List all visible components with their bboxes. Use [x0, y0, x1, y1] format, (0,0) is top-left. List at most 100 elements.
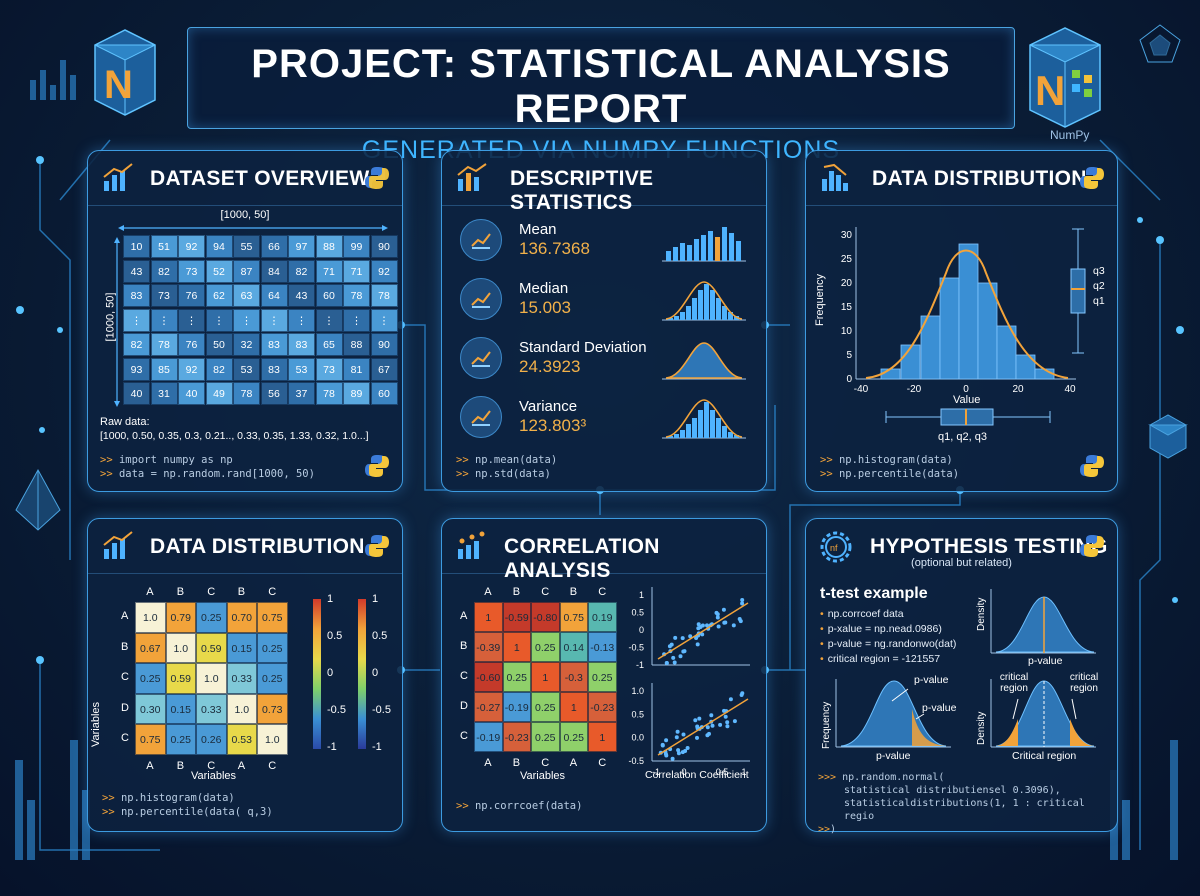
histogram-ylabel: Frequency — [814, 274, 826, 326]
heatmap-cell: 0.25 — [257, 632, 288, 663]
python-icon — [365, 535, 389, 557]
row-label: C — [460, 730, 468, 742]
column-label: A — [146, 586, 154, 598]
heatmap-cell: 0.79 — [165, 602, 196, 633]
code-block: >> np.corrcoef(data) — [456, 800, 583, 812]
grid-cell: ⋮ — [178, 308, 205, 332]
scatter-point — [675, 729, 680, 734]
raw-data-label: Raw data: — [100, 416, 150, 428]
grid-cell: 78 — [343, 284, 370, 307]
colorbar-tick: 1 — [327, 593, 334, 605]
pvalue-xlabel: p-value — [1028, 655, 1063, 667]
colorbar-tick: -0.5 — [327, 704, 346, 716]
density-plot-top — [990, 589, 1096, 654]
scatter-point — [696, 622, 701, 627]
scatter-point — [700, 632, 705, 637]
grid-cell: 88 — [343, 333, 370, 356]
heatmap-ylabel: Variables — [90, 701, 102, 747]
code-line: np.percentile(data( q,3) — [120, 806, 273, 818]
bullet-item: p-value = ng.randonwo(dat) — [820, 637, 957, 652]
y-tick-label: 0.5 — [631, 608, 644, 618]
heatmap-cell: -0.13 — [588, 632, 617, 662]
y-tick-label: -0.5 — [628, 643, 644, 653]
heatmap-cell: 0.15 — [226, 632, 257, 663]
code-line: np.corrcoef(data) — [474, 800, 583, 812]
row-label: B — [460, 640, 468, 652]
scatter-point — [731, 623, 736, 628]
grid-cell: 52 — [205, 259, 233, 283]
scatter-point — [693, 718, 698, 723]
bar-chart-icon — [103, 531, 133, 559]
scatter-chart-icon — [458, 531, 485, 559]
scatter-point — [725, 720, 730, 725]
heatmap-cell: 1.0 — [196, 663, 227, 694]
mini-distribution-chart — [662, 399, 746, 439]
scatter-point — [709, 713, 714, 718]
bar-chart-icon — [457, 163, 487, 191]
grid-cell: ⋮ — [260, 308, 288, 332]
hbox-label: q1, q2, q3 — [938, 431, 987, 443]
svg-text:0: 0 — [963, 384, 969, 395]
heatmap-cell: 0.75 — [559, 602, 588, 632]
column-label: C — [541, 586, 550, 598]
mini-distribution-chart — [662, 227, 746, 262]
grid-cell: 94 — [205, 235, 233, 258]
code-block: >> np.mean(data) >> np.std(data) — [456, 454, 558, 480]
grid-cell: 10 — [123, 235, 150, 258]
row-label: B — [121, 640, 129, 653]
histogram-chart: 30 25 20 15 10 5 0 -40 -20 0 20 40 — [841, 227, 1086, 426]
quartile-labels: q3 q2 q1 — [1093, 264, 1105, 309]
grid-cell: 78 — [315, 382, 343, 405]
grid-cell: 63 — [233, 284, 260, 307]
heatmap-cell: 0.70 — [226, 602, 257, 633]
grid-cell: 56 — [260, 382, 288, 405]
heatmap-cell: 1 — [559, 692, 588, 722]
scatter-point — [685, 746, 690, 750]
column-label: A — [484, 757, 492, 769]
column-label: A — [484, 586, 492, 598]
scatter-point — [680, 636, 685, 641]
colorbar-tick: 0.5 — [372, 630, 388, 642]
grid-cell: 81 — [343, 357, 370, 381]
heatmap-cell: 0.25 — [502, 662, 531, 692]
colorbar — [358, 599, 366, 749]
code-block: >> np.histogram(data) >> np.percentile(d… — [820, 454, 960, 480]
grid-cell: 76 — [178, 333, 205, 356]
scatter-point — [705, 623, 709, 628]
grid-cell: 31 — [150, 382, 178, 405]
scatter-point — [728, 697, 733, 702]
column-label: A — [237, 759, 246, 772]
scatter-plots: 1 0.5 0 -0.5 -1 1.0 0.5 0.0 -0.5 -1 0 0.5 1 — [628, 587, 750, 777]
heatmap-cell: 0.67 — [135, 632, 166, 663]
gear-icon: nf — [820, 531, 852, 563]
python-icon — [365, 455, 389, 477]
grid-cell: 73 — [315, 357, 343, 381]
python-icon — [365, 167, 389, 189]
scatter-xlabel: Correlation Coefficient — [645, 769, 749, 781]
colorbar-tick: -0.5 — [372, 704, 391, 716]
x-tick-label: 0.5 — [716, 767, 729, 777]
grid-cell: 37 — [288, 382, 315, 405]
stat-value: 123.803³ — [519, 416, 587, 435]
histogram-xlabel: Value — [953, 394, 981, 406]
heatmap-cell: 0.14 — [559, 632, 588, 662]
code-block: >>> np.random.normal( statistical distri… — [818, 771, 1117, 836]
grid-cell: 84 — [260, 259, 288, 283]
scatter-point — [737, 617, 742, 621]
svg-text:nf: nf — [830, 543, 838, 553]
critical-region-xlabel: Critical region — [1012, 750, 1077, 762]
scatter-point — [664, 661, 669, 665]
grid-cell: 82 — [150, 259, 178, 283]
grid-cell: 32 — [233, 333, 260, 356]
code-line: import numpy as np — [118, 454, 233, 466]
heatmap-cell: 0.25 — [165, 724, 196, 755]
bar-chart-icon — [103, 163, 133, 191]
grid-cell: 43 — [123, 259, 150, 283]
heatmap-cell: -0.19 — [502, 692, 531, 722]
row-label: C — [121, 732, 129, 745]
grid-cell: ⋮ — [123, 308, 150, 332]
mini-distribution-chart — [662, 342, 746, 380]
code-line: np.random.normal( — [842, 772, 945, 783]
grid-cell: 83 — [288, 333, 315, 356]
heatmap-cell: 0.75 — [257, 602, 288, 633]
